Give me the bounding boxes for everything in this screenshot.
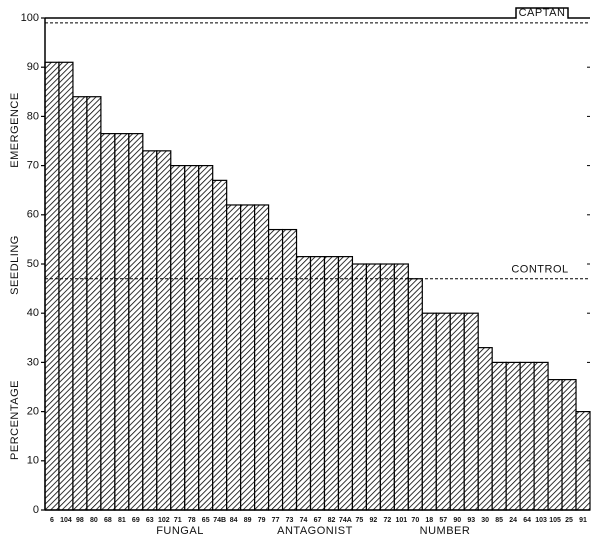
x-tick-label: 68	[104, 517, 112, 524]
x-tick-label: 104	[60, 517, 72, 524]
x-tick-label: 74A	[339, 517, 352, 524]
x-tick-label: 105	[549, 517, 561, 524]
x-axis-label: ANTAGONIST	[277, 525, 353, 537]
x-tick-label: 70	[411, 517, 419, 524]
bar	[421, 312, 437, 511]
bar	[505, 361, 521, 511]
x-tick-label: 71	[174, 517, 182, 524]
bar	[547, 379, 563, 511]
x-tick-label: 72	[383, 517, 391, 524]
bar	[393, 263, 409, 511]
bar	[281, 228, 298, 511]
x-tick-label: 78	[188, 517, 196, 524]
bar	[407, 278, 423, 511]
bar	[226, 204, 242, 511]
y-axis-label: SEEDLING	[9, 235, 21, 295]
x-tick-label: 89	[244, 517, 252, 524]
x-axis-label: FUNGAL	[156, 525, 204, 537]
x-tick-label: 91	[579, 517, 587, 524]
x-axis-label: NUMBER	[420, 525, 471, 537]
x-tick-label: 92	[369, 517, 377, 524]
bar	[491, 361, 507, 511]
x-tick-label: 63	[146, 517, 154, 524]
x-tick-label: 103	[535, 517, 547, 524]
bar	[477, 347, 493, 511]
x-tick-label: 25	[565, 517, 573, 524]
bar	[184, 165, 200, 511]
x-tick-label: 84	[230, 517, 238, 524]
bar	[267, 228, 284, 511]
y-axis-label: EMERGENCE	[9, 92, 21, 167]
y-tick-label: 30	[27, 356, 39, 368]
x-tick-label: 98	[76, 517, 84, 524]
y-tick-label: 10	[27, 455, 39, 467]
y-tick-label: 60	[27, 209, 39, 221]
x-tick-label: 85	[495, 517, 503, 524]
x-tick-label: 69	[132, 517, 140, 524]
bar	[254, 204, 270, 511]
bar	[86, 96, 102, 511]
x-tick-label: 90	[453, 517, 461, 524]
bar	[379, 263, 395, 511]
x-tick-label: 65	[202, 517, 210, 524]
y-tick-label: 80	[27, 110, 39, 122]
x-tick-label: 101	[396, 517, 408, 524]
bar	[449, 312, 465, 511]
x-tick-label: 81	[118, 517, 126, 524]
bar	[100, 133, 116, 511]
x-tick-label: 80	[90, 517, 98, 524]
x-tick-label: 79	[258, 517, 266, 524]
y-tick-label: 100	[21, 12, 39, 24]
bar	[561, 379, 577, 511]
x-tick-label: 74	[300, 517, 308, 524]
x-tick-label: 73	[286, 517, 294, 524]
x-tick-label: 74B	[213, 517, 226, 524]
bar	[212, 179, 228, 511]
x-tick-label: 24	[509, 517, 517, 524]
bar	[463, 312, 479, 511]
bar	[44, 61, 60, 511]
bar	[435, 312, 451, 511]
y-tick-label: 90	[27, 61, 39, 73]
x-tick-label: 77	[272, 517, 280, 524]
y-tick-label: 20	[27, 406, 39, 418]
bar	[198, 165, 214, 511]
bar	[156, 150, 172, 511]
bar	[323, 256, 340, 511]
y-tick-label: 50	[27, 258, 39, 270]
reference-label: CONTROL	[511, 264, 568, 276]
x-tick-label: 82	[328, 517, 336, 524]
bar	[142, 150, 158, 511]
reference-box	[45, 7, 590, 19]
bar	[365, 263, 381, 511]
x-tick-label: 30	[481, 517, 489, 524]
x-tick-label: 6	[50, 517, 54, 524]
y-tick-label: 0	[33, 504, 39, 516]
x-tick-label: 75	[356, 517, 364, 524]
x-tick-label: 57	[439, 517, 447, 524]
x-tick-label: 18	[425, 517, 433, 524]
x-tick-label: 64	[523, 517, 531, 524]
bar	[114, 133, 130, 511]
bar	[533, 361, 549, 511]
bar	[337, 256, 354, 511]
bar	[295, 256, 312, 511]
y-axis-label: PERCENTAGE	[9, 380, 21, 460]
y-tick-label: 70	[27, 160, 39, 172]
bar	[72, 96, 88, 511]
bar	[519, 361, 535, 511]
x-tick-label: 93	[467, 517, 475, 524]
x-tick-label: 67	[314, 517, 322, 524]
x-tick-label: 102	[158, 517, 170, 524]
bar	[58, 61, 74, 511]
reference-label: CAPTAN	[519, 7, 566, 19]
bar	[351, 263, 368, 511]
bar	[309, 256, 326, 511]
bar	[170, 165, 186, 511]
bar	[128, 133, 144, 511]
bar	[240, 204, 256, 511]
y-tick-label: 40	[27, 307, 39, 319]
